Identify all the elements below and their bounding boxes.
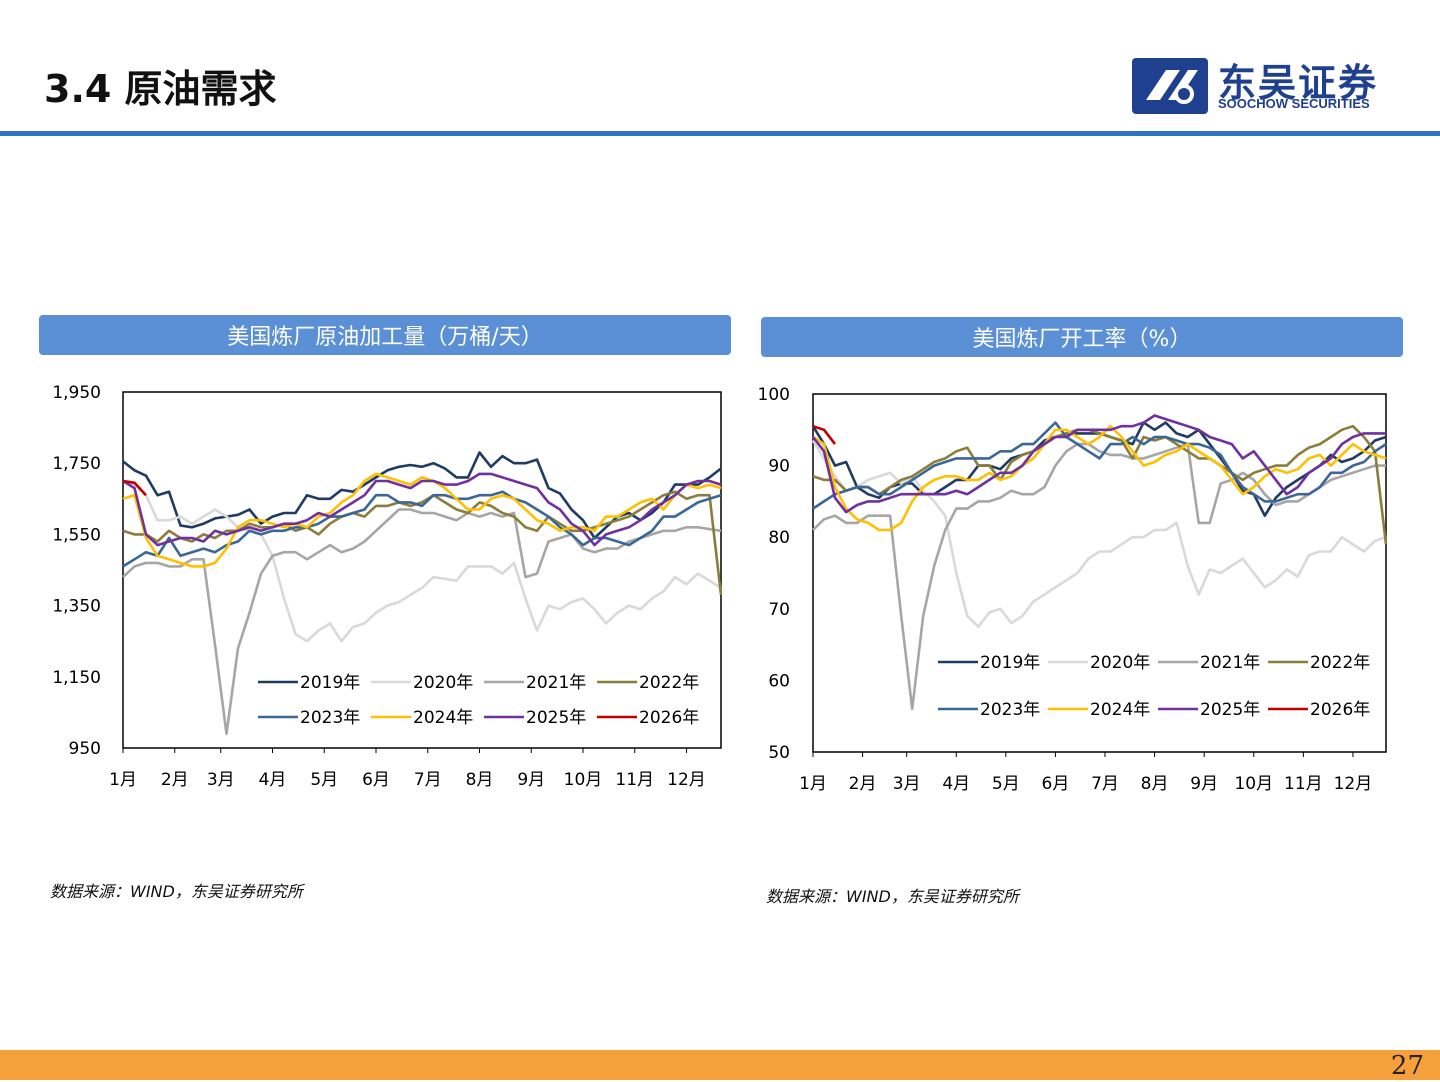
x-tick-label: 2月 — [849, 774, 877, 794]
legend-label: 2026年 — [639, 708, 699, 728]
series-line-2025年 — [122, 472, 722, 547]
y-tick-label: 100 — [758, 385, 790, 405]
title-divider — [0, 131, 1440, 136]
page-number: 27 — [1390, 1051, 1424, 1081]
legend-label: 2022年 — [1310, 653, 1370, 673]
x-tick-label: 9月 — [1190, 774, 1218, 794]
x-tick-label: 6月 — [1042, 774, 1070, 794]
x-tick-label: 12月 — [667, 770, 706, 790]
series-line-2020年 — [122, 479, 722, 643]
y-tick-label: 1,350 — [52, 597, 101, 617]
left-chart-title: 美国炼厂原油加工量（万桶/天） — [39, 315, 731, 355]
x-tick-label: 6月 — [362, 770, 390, 790]
x-tick-label: 4月 — [942, 774, 970, 794]
x-tick-label: 8月 — [1141, 774, 1169, 794]
x-tick-label: 11月 — [615, 770, 654, 790]
right-chart-title: 美国炼厂开工率（%） — [761, 317, 1403, 357]
x-tick-label: 1月 — [109, 770, 137, 790]
plot-frame — [812, 393, 1387, 753]
left-source-note: 数据来源：WIND，东吴证券研究所 — [50, 882, 303, 901]
legend-label: 2019年 — [980, 653, 1040, 673]
x-tick-label: 1月 — [799, 774, 827, 794]
legend-label: 2022年 — [639, 673, 699, 693]
x-tick-label: 3月 — [207, 770, 235, 790]
series-line-2026年 — [122, 479, 147, 497]
x-tick-label: 7月 — [1091, 774, 1119, 794]
plot-frame — [122, 391, 722, 749]
x-tick-label: 2月 — [161, 770, 189, 790]
legend-label: 2025年 — [1200, 700, 1260, 720]
page-title: 3.4 原油需求 — [44, 67, 277, 111]
y-tick-label: 1,950 — [52, 383, 101, 403]
y-tick-label: 80 — [768, 528, 790, 548]
series-line-2023年 — [122, 490, 722, 568]
series-line-2023年 — [812, 421, 1387, 510]
series-line-2024年 — [812, 424, 1387, 532]
legend-label: 2021年 — [1200, 653, 1260, 673]
x-tick-label: 4月 — [259, 770, 287, 790]
series-line-2021年 — [122, 508, 722, 736]
logo-english-name: SOOCHOW SECURITIES — [1218, 96, 1370, 111]
legend-label: 2019年 — [300, 673, 360, 693]
series-line-2025年 — [811, 414, 1386, 514]
y-tick-label: 1,150 — [52, 668, 101, 688]
x-tick-label: 11月 — [1284, 774, 1323, 794]
series-line-2022年 — [812, 424, 1388, 545]
y-tick-label: 1,550 — [52, 525, 101, 545]
y-tick-label: 1,750 — [52, 454, 101, 474]
x-tick-label: 8月 — [466, 770, 494, 790]
logo-chinese-name: 东吴证券 — [1218, 61, 1379, 105]
company-logo: 东吴证券 SOOCHOW SECURITIES — [1132, 56, 1407, 116]
legend-label: 2021年 — [526, 673, 586, 693]
x-tick-label: 3月 — [893, 774, 921, 794]
y-tick-label: 70 — [768, 600, 790, 620]
x-tick-label: 9月 — [517, 770, 545, 790]
legend-label: 2024年 — [1090, 700, 1150, 720]
x-tick-label: 5月 — [310, 770, 338, 790]
x-tick-label: 10月 — [564, 770, 603, 790]
legend-label: 2024年 — [413, 708, 473, 728]
legend-label: 2020年 — [413, 673, 473, 693]
x-tick-label: 7月 — [414, 770, 442, 790]
legend-label: 2023年 — [300, 708, 360, 728]
y-tick-label: 90 — [768, 457, 790, 477]
x-tick-label: 5月 — [992, 774, 1020, 794]
legend-label: 2026年 — [1310, 700, 1370, 720]
y-tick-label: 950 — [69, 739, 101, 759]
y-tick-label: 60 — [768, 671, 790, 691]
legend-label: 2023年 — [980, 700, 1040, 720]
footer-bar — [0, 1050, 1440, 1080]
logo-mark-icon — [1132, 58, 1208, 114]
right-source-note: 数据来源：WIND，东吴证券研究所 — [766, 887, 1019, 906]
series-line-2024年 — [122, 472, 722, 568]
x-tick-label: 10月 — [1234, 774, 1273, 794]
series-line-2021年 — [812, 442, 1386, 711]
series-line-2026年 — [812, 424, 837, 445]
x-tick-label: 12月 — [1334, 774, 1373, 794]
legend-label: 2020年 — [1090, 653, 1150, 673]
legend-label: 2025年 — [526, 708, 586, 728]
y-tick-label: 50 — [768, 743, 790, 763]
